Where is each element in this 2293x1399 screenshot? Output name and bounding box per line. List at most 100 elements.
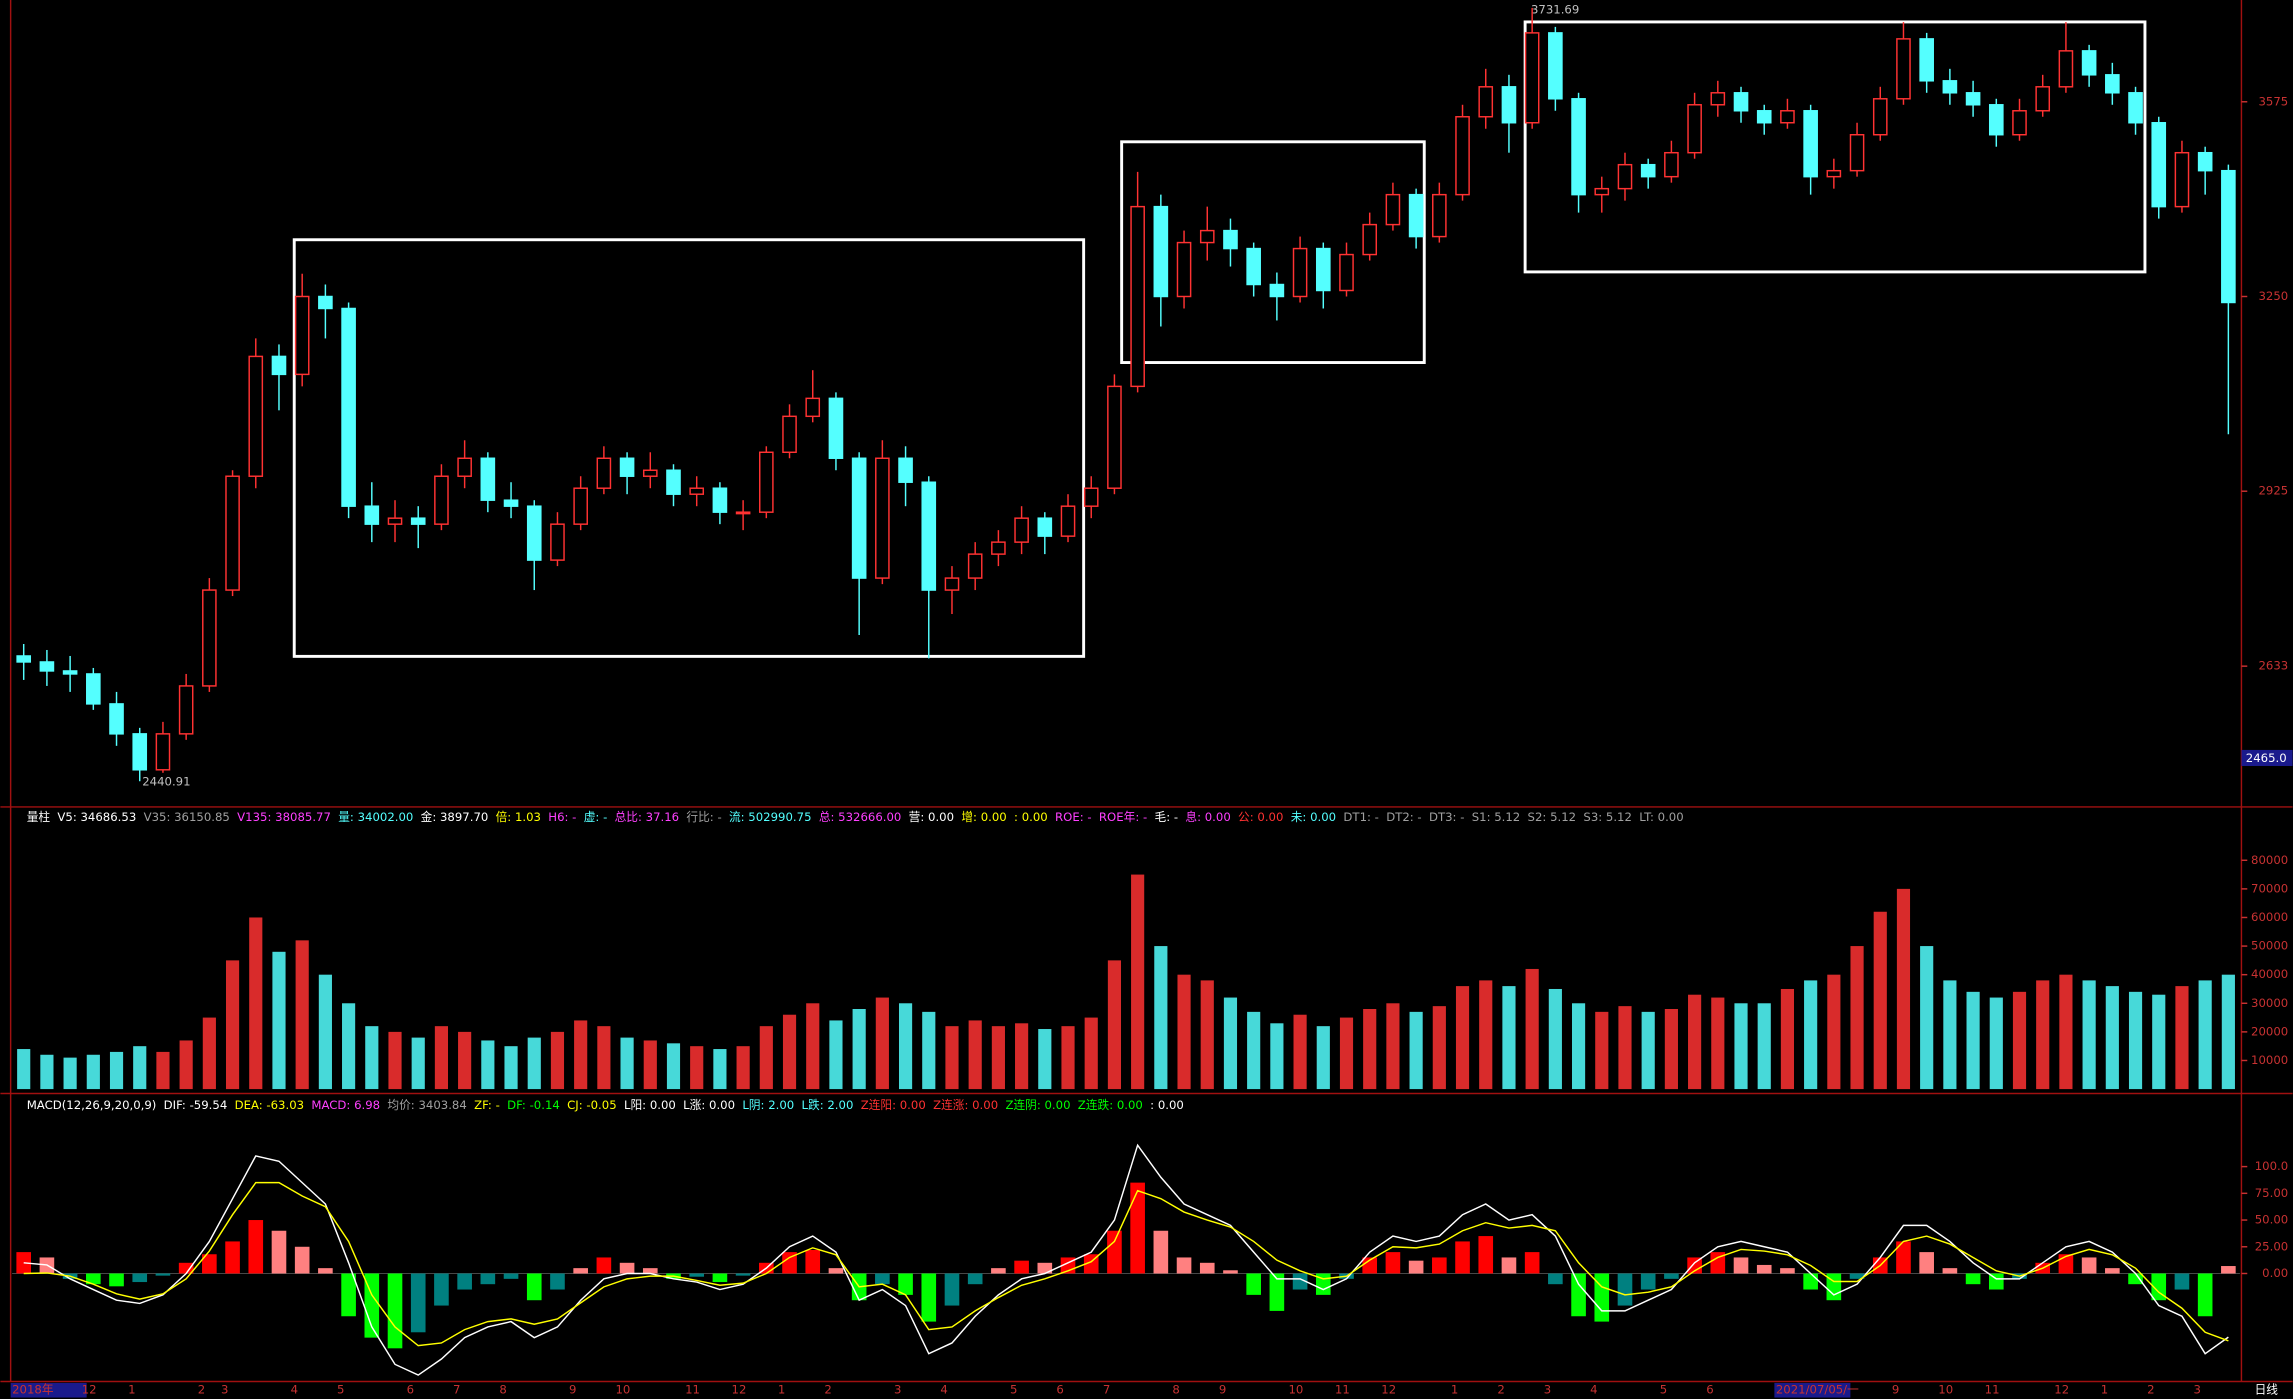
macd-bar: [1896, 1241, 1911, 1274]
header-item: 行比: -: [686, 810, 721, 824]
candle-body: [1919, 38, 1934, 82]
volume-bar: [1664, 1009, 1678, 1090]
macd-bar: [86, 1273, 101, 1285]
candle-body: [2174, 151, 2190, 208]
volume-bar: [365, 1026, 379, 1090]
header-item: V135: 38085.77: [237, 810, 331, 824]
candle-body: [39, 661, 55, 672]
candle-body: [1478, 86, 1494, 118]
macd-bar: [132, 1273, 148, 1283]
candle-body: [1803, 110, 1818, 178]
candle-body: [1849, 133, 1865, 172]
header-item: DT2: -: [1386, 810, 1421, 824]
candle-body: [759, 451, 774, 513]
candle-body: [1896, 38, 1911, 100]
volume-bar: [133, 1046, 147, 1090]
macd-bar: [225, 1241, 240, 1274]
candle-body: [898, 457, 913, 483]
candle-body: [155, 733, 171, 771]
volume-bar: [179, 1040, 193, 1090]
candle-body: [1455, 116, 1470, 196]
header-item: S1: 5.12: [1472, 810, 1521, 824]
header-item: : 0.00: [1150, 1098, 1184, 1112]
x-tick-label: 2: [824, 1383, 831, 1397]
header-item: Z连跌: 0.00: [1078, 1098, 1143, 1112]
macd-bar: [1153, 1230, 1169, 1274]
candle-body: [1037, 517, 1053, 537]
candle-body: [2151, 122, 2167, 208]
macd-bar: [1849, 1273, 1865, 1279]
x-tick-label: 5: [1010, 1383, 1017, 1397]
low-annotation: 2440.91: [142, 775, 190, 789]
macd-bar: [596, 1257, 612, 1274]
volume-bar: [1432, 1006, 1446, 1090]
macd-bar: [1130, 1182, 1145, 1274]
candle-body: [2128, 92, 2143, 124]
volume-bar: [458, 1031, 472, 1090]
volume-bar: [1850, 946, 1864, 1090]
volume-bar: [249, 917, 263, 1090]
x-tick-label: 9: [1219, 1383, 1226, 1397]
volume-bar: [2105, 986, 2119, 1090]
candle-body: [1640, 163, 1656, 178]
header-item: Z连涨: 0.00: [933, 1098, 998, 1112]
x-tick-label: 2021/07/05/一: [1776, 1383, 1859, 1397]
macd-bar: [1571, 1273, 1586, 1317]
header-item: 毛: -: [1155, 810, 1179, 824]
macd-bar: [155, 1273, 171, 1276]
macd-bar: [1269, 1273, 1285, 1311]
candle-body: [2081, 50, 2097, 76]
candle-body: [1617, 163, 1633, 190]
macd-bar: [1385, 1252, 1401, 1274]
header-item: MACD(12,26,9,20,0,9): [27, 1098, 157, 1112]
header-item: S3: 5.12: [1583, 810, 1632, 824]
macd-bar: [2128, 1273, 2143, 1285]
candle-body: [921, 481, 937, 591]
macd-bar: [1780, 1268, 1795, 1274]
volume-bar: [1479, 980, 1493, 1090]
candle-body: [526, 505, 542, 561]
header-item: 公: 0.00: [1238, 810, 1283, 824]
macd-bar: [1501, 1257, 1517, 1274]
volume-bar: [945, 1026, 959, 1090]
macd-bar: [2105, 1268, 2120, 1274]
volume-bar: [550, 1031, 565, 1090]
candle-body: [991, 541, 1006, 555]
candle-body: [596, 457, 612, 489]
candle-body: [1014, 517, 1029, 543]
candle-body: [1060, 505, 1076, 537]
macd-line: [23, 1143, 2229, 1376]
volume-bar: [1989, 997, 2003, 1090]
candle-body: [1594, 187, 1610, 196]
macd-bar: [828, 1268, 844, 1274]
candle-body: [1524, 32, 1540, 124]
macd-header: MACD(12,26,9,20,0,9) DIF: -59.54 DEA: -63.…: [27, 1098, 1184, 1112]
macd-bar: [2197, 1273, 2213, 1317]
y-tick-label: 3250: [2258, 289, 2288, 303]
volume-bar: [666, 1043, 681, 1090]
x-tick-label: 4: [1590, 1383, 1597, 1397]
header-item: 倍: 1.03: [496, 810, 541, 824]
period-label: 日线: [2255, 1383, 2279, 1397]
candle-body: [689, 487, 705, 495]
volume-bar: [2012, 991, 2027, 1090]
volume-bar: [109, 1051, 124, 1090]
volume-header: 量柱 V5: 34686.53 V35: 36150.85 V135: 38085.7…: [27, 810, 1684, 824]
candle-body: [573, 487, 588, 525]
volume-bar: [527, 1037, 541, 1090]
volume-bar: [1131, 874, 1145, 1090]
macd-bar: [480, 1273, 496, 1285]
x-tick-label: 12: [2054, 1383, 2069, 1397]
volume-bar: [388, 1031, 402, 1090]
x-tick-label: 8: [499, 1383, 506, 1397]
macd-bar: [248, 1220, 264, 1274]
volume-bar: [1409, 1011, 1423, 1090]
volume-bar: [1015, 1023, 1029, 1090]
candle-body: [735, 511, 751, 515]
header-item: CJ: -0.05: [567, 1098, 617, 1112]
volume-bar: [736, 1046, 750, 1090]
header-item: : 0.00: [1014, 810, 1048, 824]
candle-body: [364, 505, 380, 525]
volume-bar: [1154, 946, 1168, 1090]
macd-bar: [642, 1268, 658, 1274]
